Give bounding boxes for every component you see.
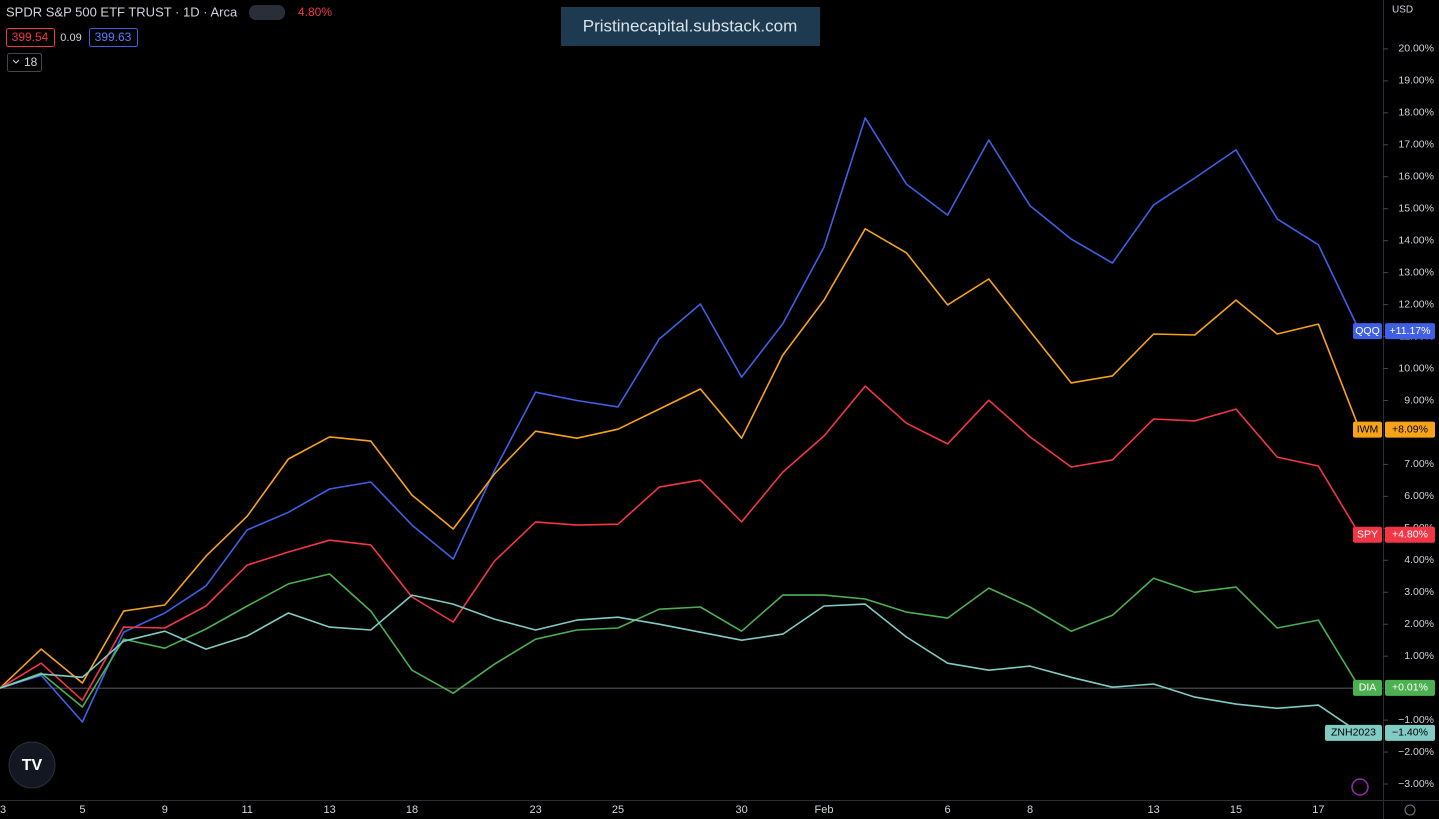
y-tick-label: 20.00% (1398, 43, 1434, 55)
toggle[interactable] (249, 5, 285, 20)
series-line (0, 117, 1361, 723)
indicators-box[interactable] (7, 53, 42, 72)
series-name-badge (1353, 526, 1382, 543)
last-value-badge (1385, 421, 1435, 438)
plot: 20.00% 19.00% 18.00% 17.00% 16.00% 15.00% 14.0… (0, 43, 1435, 816)
currency[interactable]: USD (1392, 5, 1413, 16)
x-tick-label: Feb (815, 804, 834, 816)
series-name-badge (1325, 724, 1382, 741)
spread: 0.09 (60, 32, 81, 44)
series-name: DIA (1359, 682, 1377, 694)
x-tick-label: 13 (323, 804, 335, 816)
y-tick-label: −2.00% (1398, 746, 1434, 758)
last-value-badge (1385, 724, 1435, 741)
x-tick-label: 15 (1230, 804, 1242, 816)
ask-box[interactable] (89, 28, 138, 47)
alert-icon[interactable] (1351, 778, 1369, 796)
x-tick-label: 13 (1147, 804, 1159, 816)
x-tick-label: 18 (406, 804, 418, 816)
y-tick-label: 12.00% (1398, 298, 1434, 310)
indicators-count[interactable]: 18 (24, 55, 38, 69)
x-tick-label: 11 (241, 804, 252, 816)
change: 4.80% (298, 5, 332, 19)
x-tick-label: 23 (0, 804, 6, 816)
bid-box[interactable] (6, 28, 55, 47)
y-tick-label: 14.00% (1398, 234, 1434, 246)
last-value-label: +0.01% (1392, 682, 1428, 694)
last-value-badge (1385, 323, 1435, 340)
watermark-box (561, 7, 820, 46)
symbol-title[interactable]: SPDR S&P 500 ETF TRUST · 1D · Arca (6, 4, 238, 19)
y-tick-label: 19.00% (1398, 75, 1434, 87)
x-tick-label: 9 (162, 804, 168, 816)
x-tick-label: 17 (1312, 804, 1324, 816)
y-tick-label: 7.00% (1404, 458, 1434, 470)
y-tick-label: 1.00% (1404, 650, 1434, 662)
logo-mark: TV (22, 757, 43, 774)
series-name: ZNH2023 (1331, 727, 1376, 739)
series-name: SPY (1357, 528, 1378, 540)
last-value-label: +8.09% (1392, 423, 1428, 435)
watermark: Pristinecapital.substack.com (583, 16, 797, 35)
logo[interactable] (8, 741, 56, 789)
y-tick-label: 15.00% (1398, 202, 1434, 214)
y-tick-label: 18.00% (1398, 107, 1434, 119)
series-name-badge (1353, 679, 1382, 696)
last-value-label: −1.40% (1392, 727, 1428, 739)
last-value-badge (1385, 679, 1435, 696)
series-name: IWM (1357, 423, 1379, 435)
y-tick-label: 4.00% (1404, 554, 1434, 566)
series-line (0, 228, 1361, 689)
y-tick-label: 16.00% (1398, 171, 1434, 183)
x-tick-label: 25 (612, 804, 624, 816)
last-value-label: +11.17% (1390, 325, 1431, 337)
y-tick-label: 13.00% (1398, 266, 1434, 278)
last-value-badge (1385, 526, 1435, 543)
y-tick-label: 17.00% (1398, 139, 1434, 151)
y-tick-label: 3.00% (1404, 586, 1434, 598)
last-value-label: +4.80% (1392, 528, 1428, 540)
y-tick-label: −3.00% (1398, 778, 1434, 790)
x-tick-label: 8 (1027, 804, 1033, 816)
series-name-badge (1353, 421, 1382, 438)
bid[interactable]: 399.54 (12, 30, 49, 44)
settings-icon[interactable] (1404, 804, 1416, 816)
series-line (0, 385, 1361, 702)
x-tick-label: 30 (735, 804, 747, 816)
x-tick-label: 23 (529, 804, 541, 816)
series-name: QQQ (1355, 325, 1380, 337)
ask[interactable]: 399.63 (95, 30, 132, 44)
x-tick-label: 6 (945, 804, 951, 816)
chevron (12, 59, 20, 64)
series-line (0, 594, 1361, 734)
y-tick-label: 6.00% (1404, 490, 1434, 502)
series-line (0, 573, 1361, 708)
x-tick-label: 5 (79, 804, 85, 816)
y-tick-label: 2.00% (1404, 618, 1434, 630)
y-tick-label: 9.00% (1404, 394, 1434, 406)
y-tick-label: −1.00% (1398, 714, 1434, 726)
y-tick-label: 10.00% (1398, 362, 1434, 374)
series-name-badge (1353, 323, 1382, 340)
